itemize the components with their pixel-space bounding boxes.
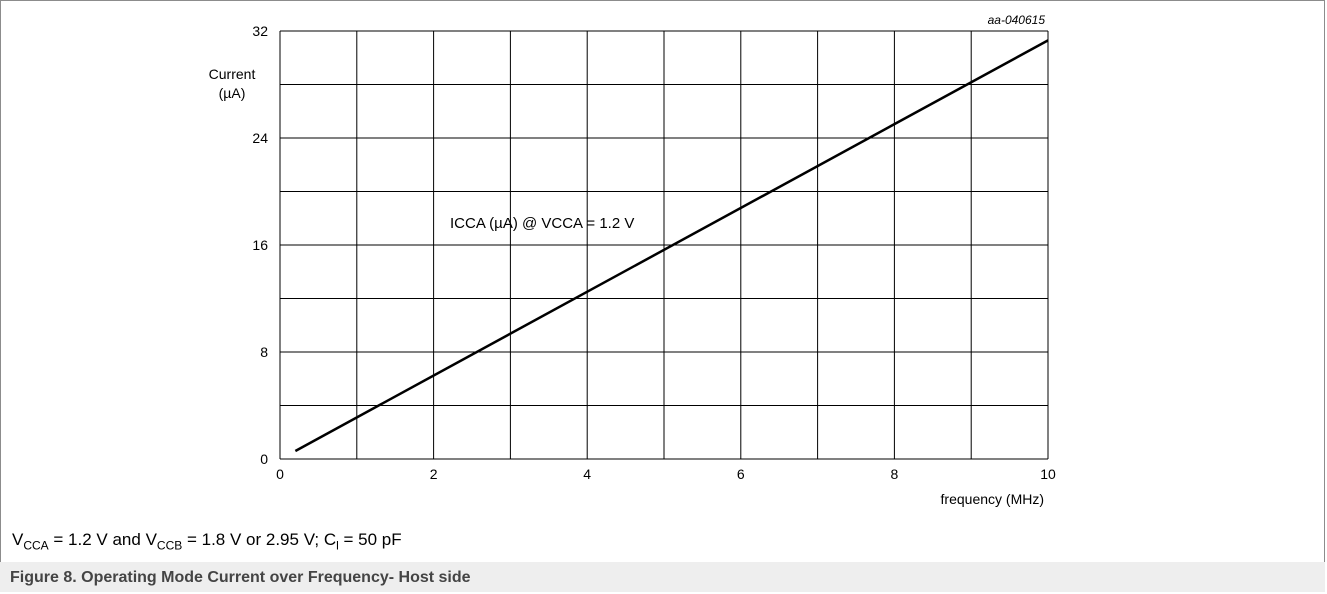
y-tick-label: 24 [252, 130, 268, 146]
x-tick-label: 0 [276, 466, 284, 482]
series-group [294, 39, 1049, 453]
figure-caption: Figure 8. Operating Mode Current over Fr… [0, 562, 1325, 592]
y-tick-label: 0 [260, 451, 268, 467]
cl-subscript: l [336, 538, 339, 553]
y-tick-label: 8 [260, 344, 268, 360]
x-tick-label: 6 [737, 466, 745, 482]
vcca-subscript: CCA [23, 538, 49, 553]
cl-value: = 50 pF [338, 530, 402, 549]
y-axis-label-line1: Current [209, 66, 256, 82]
series-label: ICCA (µA) @ VCCA = 1.2 V [450, 215, 634, 232]
grid [279, 30, 1049, 460]
x-tick-label: 2 [430, 466, 438, 482]
vccb-subscript: CCB [156, 538, 183, 553]
x-tick-label: 4 [583, 466, 591, 482]
y-tick-label: 32 [252, 23, 268, 39]
vcca-symbol: V [12, 530, 24, 549]
x-tick-label: 8 [891, 466, 899, 482]
test-conditions: VCCA = 1.2 V and VCCB = 1.8 V or 2.95 V;… [12, 530, 402, 552]
x-tick-label: 10 [1040, 466, 1056, 482]
vccb-value: = 1.8 V or 2.95 V; C [182, 530, 337, 549]
y-axis-label-line2: (µA) [219, 85, 246, 101]
y-tick-label: 16 [252, 237, 268, 253]
figure-reference-code: aa-040615 [988, 13, 1046, 27]
x-axis-label: frequency (MHz) [941, 491, 1044, 507]
series-line [294, 39, 1049, 453]
vcca-value: = 1.2 V and V [48, 530, 157, 549]
